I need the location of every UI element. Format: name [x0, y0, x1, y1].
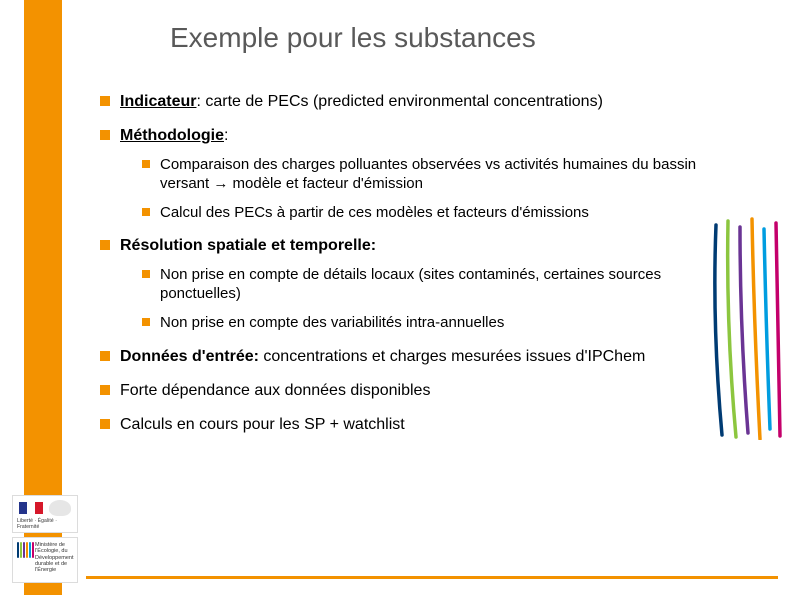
- bullet-bold: Données d'entrée:: [120, 348, 259, 365]
- decorative-stripes-icon: [706, 215, 786, 440]
- bullet-rest: : carte de PECs (predicted environmental…: [196, 93, 602, 110]
- subbullet-text: Calcul des PECs à partir de ces modèles …: [160, 204, 710, 223]
- bullet-rest: concentrations et charges mesurées issue…: [259, 348, 645, 365]
- square-bullet-icon: [100, 96, 110, 106]
- bullet-bold: Indicateur: [120, 93, 196, 110]
- bullet-calculs-en-cours: Calculs en cours pour les SP + watchlist: [100, 415, 710, 435]
- bullet-text: Résolution spatiale et temporelle:: [120, 236, 710, 256]
- bullet-text: Méthodologie:: [120, 126, 710, 146]
- bullet-resolution: Résolution spatiale et temporelle:: [100, 236, 710, 256]
- bullet-dependance: Forte dépendance aux données disponibles: [100, 381, 710, 401]
- subbullet-text: Non prise en compte des variabilités int…: [160, 314, 710, 333]
- square-bullet-icon: [100, 351, 110, 361]
- republic-logo-icon: Liberté · Égalité · Fraternité: [12, 495, 78, 533]
- logo-motto: Liberté · Égalité · Fraternité: [17, 518, 77, 530]
- bullet-methodologie: Méthodologie:: [100, 126, 710, 146]
- marianne-icon: [49, 500, 71, 516]
- flag-blue-icon: [19, 502, 27, 514]
- bullet-text: Calculs en cours pour les SP + watchlist: [120, 415, 710, 435]
- bullet-text: Données d'entrée: concentrations et char…: [120, 347, 710, 367]
- subbullet-text: Comparaison des charges polluantes obser…: [160, 156, 710, 194]
- square-bullet-icon: [100, 240, 110, 250]
- subbullet-variabilites: Non prise en compte des variabilités int…: [142, 314, 710, 333]
- subbullet-calcul-pecs: Calcul des PECs à partir de ces modèles …: [142, 204, 710, 223]
- square-bullet-icon: [100, 385, 110, 395]
- bottom-accent-rule: [86, 576, 778, 579]
- bullet-donnees-entree: Données d'entrée: concentrations et char…: [100, 347, 710, 367]
- ministry-logo: Liberté · Égalité · Fraternité Ministère…: [12, 495, 78, 583]
- flag-red-icon: [35, 502, 43, 514]
- subbullet-details-locaux: Non prise en compte de détails locaux (s…: [142, 266, 710, 304]
- bullet-bold: Méthodologie: [120, 127, 224, 144]
- square-bullet-icon: [142, 318, 150, 326]
- mini-stripes-icon: [17, 542, 34, 558]
- square-bullet-icon: [142, 270, 150, 278]
- bullet-indicateur: Indicateur: carte de PECs (predicted env…: [100, 92, 710, 112]
- slide-content: Indicateur: carte de PECs (predicted env…: [100, 78, 710, 435]
- bullet-text: Indicateur: carte de PECs (predicted env…: [120, 92, 710, 112]
- ministry-label: Ministère de l'Écologie, du Développemen…: [12, 537, 78, 583]
- ministry-name: Ministère de l'Écologie, du Développemen…: [35, 542, 77, 574]
- subbullet-comparison: Comparaison des charges polluantes obser…: [142, 156, 710, 194]
- square-bullet-icon: [142, 208, 150, 216]
- slide-title: Exemple pour les substances: [170, 22, 536, 54]
- square-bullet-icon: [100, 130, 110, 140]
- bullet-text: Forte dépendance aux données disponibles: [120, 381, 710, 401]
- bullet-bold: Résolution spatiale et temporelle:: [120, 237, 376, 254]
- square-bullet-icon: [100, 419, 110, 429]
- flag-white-icon: [27, 502, 35, 514]
- bullet-rest: :: [224, 127, 228, 144]
- square-bullet-icon: [142, 160, 150, 168]
- subbullet-text: Non prise en compte de détails locaux (s…: [160, 266, 710, 304]
